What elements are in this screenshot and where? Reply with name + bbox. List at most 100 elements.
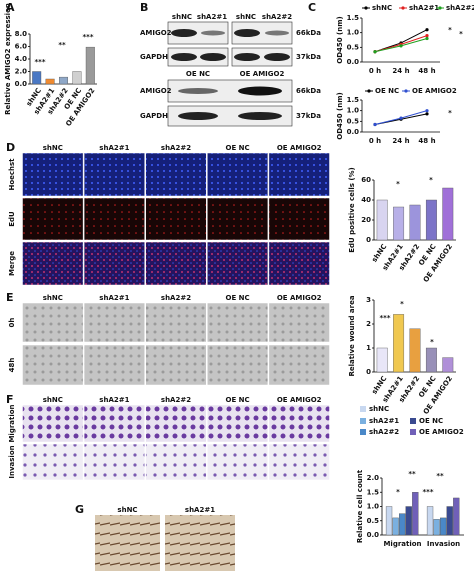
micrograph [22,152,84,197]
bar [440,517,447,536]
column-label: shA2#1 [99,294,129,302]
x-tick-label: 24 h [392,67,409,75]
blot-row: GAPDH [140,112,168,120]
x-tick-label: 0 h [369,67,381,75]
column-label: OE AMIGO2 [277,294,322,302]
x-tick-label: Invasion [427,540,460,548]
y-tick-label: 40 [361,196,371,204]
micrograph [145,344,207,386]
blot-size: 66kDa [296,29,321,37]
y-tick-label: 0.0 [367,531,380,539]
panel-label: G [75,503,84,516]
lane-label: OE NC [186,70,210,78]
micrograph [207,302,269,343]
micrograph [22,443,84,481]
significance: * [400,300,404,308]
micrograph [207,241,269,286]
y-axis-label: OD450 (nm) [336,16,344,64]
row-label: Hoechst [8,158,16,191]
significance: *** [83,33,94,41]
micrograph [22,404,84,443]
legend-label: OE AMIGO2 [419,428,464,436]
y-tick-label: 2 [366,320,371,328]
column-label: OE NC [226,144,250,152]
column-label: OE NC [226,396,250,404]
row-label: EdU [8,211,16,227]
micrograph [22,197,84,241]
row-label: Merge [8,251,16,276]
micrograph [83,241,145,286]
bar [409,328,421,373]
legend-swatch [360,406,366,412]
panel-label: B [140,1,148,14]
point [425,109,429,113]
column-label: OE AMIGO2 [277,396,322,404]
significance: ** [408,470,416,478]
y-tick-label: 1.5 [367,488,380,496]
micrograph [83,404,145,443]
micrograph [83,152,145,197]
bar [446,506,453,536]
point [373,122,377,127]
bar [425,199,437,241]
y-tick-label: 2.0 [367,474,380,482]
blot-row: GAPDH [140,53,168,61]
micrograph [145,404,207,443]
point [399,116,403,120]
significance: ** [436,472,444,480]
y-tick-label: 1.0 [347,29,360,37]
bar [85,46,95,85]
bar [405,506,412,536]
column-label: shA2#2 [161,396,191,404]
y-tick-label: 20 [361,216,371,224]
micrograph [165,515,235,571]
bar [45,78,55,85]
bar [32,71,42,85]
micrograph [207,197,269,241]
lane-label: OE AMIGO2 [240,70,285,78]
lane-label: shA2#1 [197,13,227,21]
micrograph [22,344,84,386]
micrograph [207,152,269,197]
legend-label: shNC [372,4,392,12]
point [399,44,403,48]
micrograph [95,515,160,571]
bar [392,517,399,536]
y-tick-label: 0.5 [347,43,360,51]
legend-label: shA2#2 [369,428,399,436]
legend-label: shNC [369,405,389,413]
column-label: shA2#1 [99,396,129,404]
y-tick-label: 8.0 [15,30,28,38]
x-tick-label: 48 h [418,137,435,145]
x-tick-label: 0 h [369,137,381,145]
micrograph [268,443,330,481]
bar [376,199,388,241]
panel-label: F [6,393,14,406]
lane-label: shNC [172,13,192,21]
micrograph [268,404,330,443]
row-label: 0h [8,318,16,328]
y-tick-label: 0 [366,236,371,244]
legend-label: OE AMIGO2 [412,87,457,95]
legend-marker [404,89,408,93]
legend-marker [364,6,368,10]
significance: * [448,109,452,117]
micrograph [145,152,207,197]
legend-swatch [410,429,416,435]
bar [453,497,460,536]
y-tick-label: 0 [366,368,371,376]
column-label: OE NC [226,294,250,302]
legend-label: shA2#1 [409,4,439,12]
legend-swatch [360,429,366,435]
bar [376,347,388,373]
blot-size: 37kDa [296,53,321,61]
column-label: shNC [43,396,63,404]
legend-swatch [410,418,416,424]
legend-label: shA2#1 [369,417,399,425]
micrograph [145,443,207,481]
significance: *** [35,58,46,66]
micrograph [83,344,145,386]
point [425,112,429,116]
significance: *** [380,314,391,322]
micrograph [145,302,207,343]
